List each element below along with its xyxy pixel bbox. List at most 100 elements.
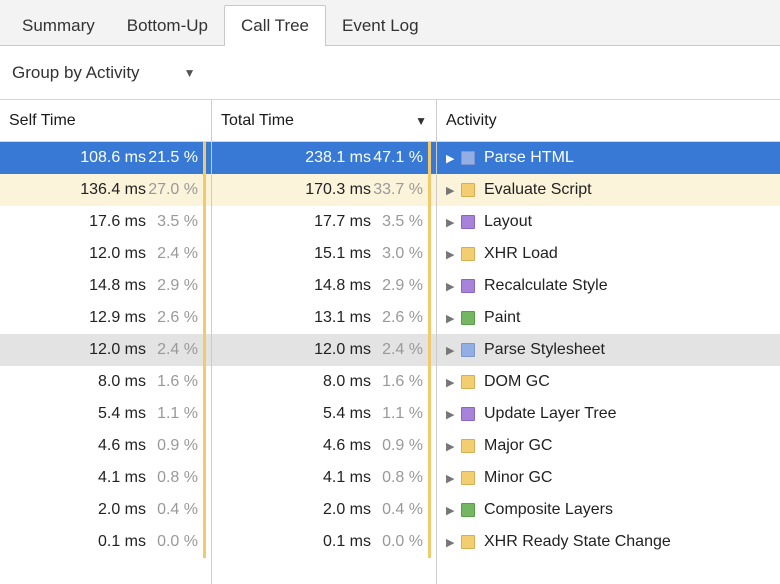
- table-row[interactable]: 12.0 ms 2.4 % 15.1 ms 3.0 % ▶ XHR Load: [0, 238, 780, 270]
- column-header-activity[interactable]: Activity: [437, 100, 780, 141]
- self-time-value: 4.6 ms: [97, 437, 146, 454]
- category-color-swatch: [461, 247, 475, 261]
- total-time-percent-bar: [428, 462, 431, 494]
- self-time-percent: 0.9 %: [157, 437, 198, 454]
- table-row[interactable]: 0.1 ms 0.0 % 0.1 ms 0.0 % ▶ XHR Ready State C…: [0, 526, 780, 558]
- total-time-header-label: Total Time: [221, 111, 294, 129]
- call-tree-toolbar: Group by Activity ▼: [0, 46, 780, 100]
- self-time-cell: 17.6 ms 3.5 %: [0, 206, 212, 238]
- tab-call-tree[interactable]: Call Tree: [223, 5, 327, 46]
- table-row[interactable]: 136.4 ms 27.0 % 170.3 ms 33.7 % ▶ Evaluate Sc…: [0, 174, 780, 206]
- self-time-percent-bar: [203, 206, 206, 238]
- self-time-cell: 2.0 ms 0.4 %: [0, 494, 212, 526]
- expand-arrow-icon[interactable]: ▶: [446, 472, 455, 485]
- total-time-cell: 15.1 ms 3.0 %: [212, 238, 437, 270]
- total-time-value: 4.1 ms: [322, 469, 371, 486]
- activity-label: Parse Stylesheet: [484, 341, 605, 358]
- tab-bottom-up[interactable]: Bottom-Up: [126, 16, 208, 35]
- table-row[interactable]: 4.6 ms 0.9 % 4.6 ms 0.9 % ▶ Major GC: [0, 430, 780, 462]
- self-time-percent-bar: [203, 462, 206, 494]
- activity-cell: ▶ Parse Stylesheet: [437, 334, 780, 366]
- activity-cell: ▶ Update Layer Tree: [437, 398, 780, 430]
- table-row[interactable]: 2.0 ms 0.4 % 2.0 ms 0.4 % ▶ Composite Layers: [0, 494, 780, 526]
- table-row[interactable]: 12.0 ms 2.4 % 12.0 ms 2.4 % ▶ Parse Styleshee…: [0, 334, 780, 366]
- category-color-swatch: [461, 343, 475, 357]
- column-header-total-time[interactable]: Total Time ▼: [212, 100, 437, 141]
- expand-arrow-icon[interactable]: ▶: [446, 248, 455, 261]
- group-by-select[interactable]: Group by Activity ▼: [12, 63, 195, 83]
- expand-arrow-icon[interactable]: ▶: [446, 504, 455, 517]
- activity-header-label: Activity: [446, 111, 497, 129]
- activity-label: Layout: [484, 213, 533, 230]
- dropdown-arrow-icon: ▼: [183, 65, 196, 80]
- table-row[interactable]: 14.8 ms 2.9 % 14.8 ms 2.9 % ▶ Recalculate Sty…: [0, 270, 780, 302]
- category-color-swatch: [461, 215, 475, 229]
- expand-arrow-icon[interactable]: ▶: [446, 440, 455, 453]
- category-color-swatch: [461, 407, 475, 421]
- self-time-value: 17.6 ms: [89, 213, 146, 230]
- table-row[interactable]: 12.9 ms 2.6 % 13.1 ms 2.6 % ▶ Paint: [0, 302, 780, 334]
- category-color-swatch: [461, 151, 475, 165]
- self-time-percent-bar: [203, 398, 206, 430]
- table-row[interactable]: 4.1 ms 0.8 % 4.1 ms 0.8 % ▶ Minor GC: [0, 462, 780, 494]
- self-time-cell: 0.1 ms 0.0 %: [0, 526, 212, 558]
- grid-body: 108.6 ms 21.5 % 238.1 ms 47.1 % ▶ Parse HTML 1…: [0, 142, 780, 584]
- expand-arrow-icon[interactable]: ▶: [446, 280, 455, 293]
- self-time-percent-bar: [203, 430, 206, 462]
- total-time-percent: 2.4 %: [382, 341, 423, 358]
- activity-label: Parse HTML: [484, 149, 574, 166]
- expand-arrow-icon[interactable]: ▶: [446, 344, 455, 357]
- total-time-percent: 1.1 %: [382, 405, 423, 422]
- activity-cell: ▶ XHR Ready State Change: [437, 526, 780, 558]
- self-time-percent: 2.4 %: [157, 245, 198, 262]
- activity-label: Major GC: [484, 437, 553, 454]
- expand-arrow-icon[interactable]: ▶: [446, 376, 455, 389]
- self-time-percent-bar: [203, 174, 206, 206]
- self-time-percent: 3.5 %: [157, 213, 198, 230]
- total-time-cell: 14.8 ms 2.9 %: [212, 270, 437, 302]
- self-time-percent: 2.9 %: [157, 277, 198, 294]
- total-time-value: 238.1 ms: [305, 149, 371, 166]
- activity-cell: ▶ Paint: [437, 302, 780, 334]
- total-time-value: 170.3 ms: [305, 181, 371, 198]
- category-color-swatch: [461, 279, 475, 293]
- activity-cell: ▶ Recalculate Style: [437, 270, 780, 302]
- table-row[interactable]: 17.6 ms 3.5 % 17.7 ms 3.5 % ▶ Layout: [0, 206, 780, 238]
- self-time-percent-bar: [203, 334, 206, 366]
- expand-arrow-icon[interactable]: ▶: [446, 184, 455, 197]
- expand-arrow-icon[interactable]: ▶: [446, 216, 455, 229]
- self-time-percent-bar: [203, 526, 206, 558]
- category-color-swatch: [461, 439, 475, 453]
- self-time-percent: 21.5 %: [148, 149, 198, 166]
- table-row[interactable]: 8.0 ms 1.6 % 8.0 ms 1.6 % ▶ DOM GC: [0, 366, 780, 398]
- total-time-cell: 170.3 ms 33.7 %: [212, 174, 437, 206]
- total-time-value: 2.0 ms: [322, 501, 371, 518]
- tab-summary[interactable]: Summary: [22, 16, 95, 35]
- self-time-percent: 27.0 %: [148, 181, 198, 198]
- total-time-percent-bar: [428, 142, 431, 174]
- self-time-value: 136.4 ms: [80, 181, 146, 198]
- tab-event-log[interactable]: Event Log: [342, 16, 419, 35]
- expand-arrow-icon[interactable]: ▶: [446, 408, 455, 421]
- self-time-percent: 2.6 %: [157, 309, 198, 326]
- activity-cell: ▶ Parse HTML: [437, 142, 780, 174]
- self-time-header-label: Self Time: [9, 111, 76, 129]
- call-tree-grid: Self Time Total Time ▼ Activity 108.6 ms…: [0, 100, 780, 584]
- self-time-percent-bar: [203, 142, 206, 174]
- expand-arrow-icon[interactable]: ▶: [446, 152, 455, 165]
- activity-column-filler: [437, 558, 780, 584]
- category-color-swatch: [461, 503, 475, 517]
- expand-arrow-icon[interactable]: ▶: [446, 312, 455, 325]
- total-time-cell: 12.0 ms 2.4 %: [212, 334, 437, 366]
- expand-arrow-icon[interactable]: ▶: [446, 536, 455, 549]
- self-time-cell: 4.6 ms 0.9 %: [0, 430, 212, 462]
- table-row[interactable]: 5.4 ms 1.1 % 5.4 ms 1.1 % ▶ Update Layer Tree: [0, 398, 780, 430]
- self-time-cell: 4.1 ms 0.8 %: [0, 462, 212, 494]
- table-row[interactable]: 108.6 ms 21.5 % 238.1 ms 47.1 % ▶ Parse HTML: [0, 142, 780, 174]
- self-time-value: 2.0 ms: [97, 501, 146, 518]
- column-header-self-time[interactable]: Self Time: [0, 100, 212, 141]
- total-time-cell: 0.1 ms 0.0 %: [212, 526, 437, 558]
- self-time-cell: 12.0 ms 2.4 %: [0, 238, 212, 270]
- activity-label: XHR Ready State Change: [484, 533, 671, 550]
